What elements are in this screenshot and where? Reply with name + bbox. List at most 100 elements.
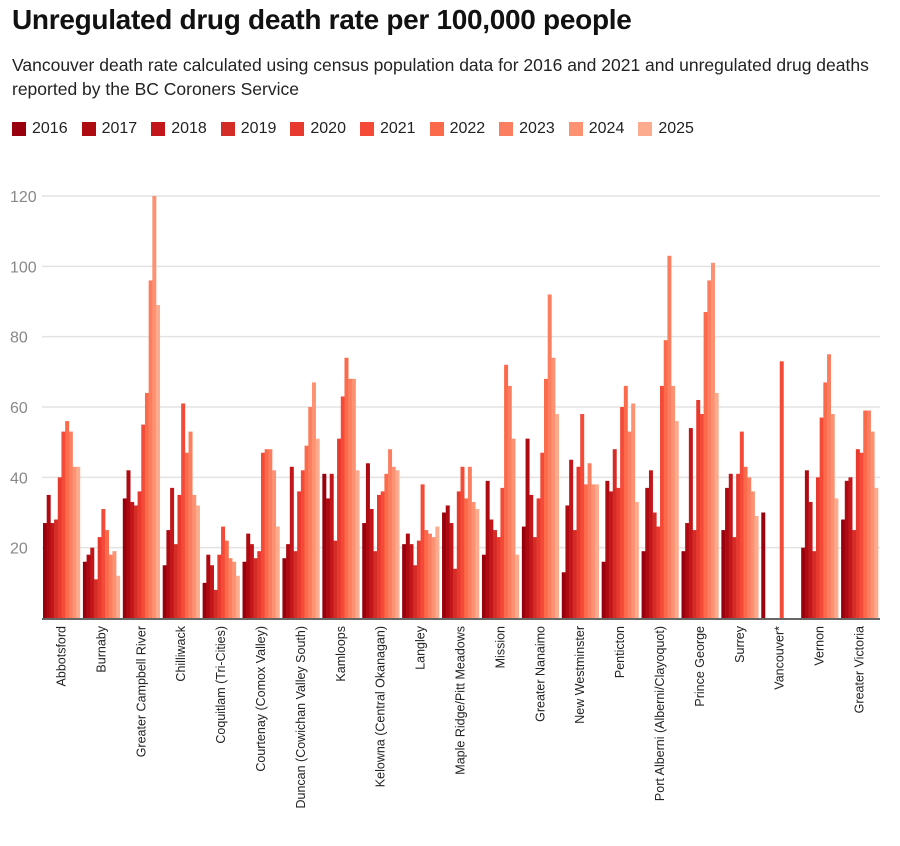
- x-tick-label: Langley: [414, 625, 428, 670]
- bar-2021: [181, 403, 186, 618]
- bar-2021: [739, 431, 744, 618]
- bar-2020: [815, 477, 820, 618]
- bar-2020: [177, 494, 182, 618]
- bar-2022: [743, 466, 748, 618]
- bar-2025: [235, 575, 240, 618]
- bar-2016: [82, 561, 87, 618]
- bar-2020: [137, 491, 142, 618]
- bar-2022: [184, 452, 189, 618]
- bar-2021: [141, 424, 146, 618]
- x-tick-label: Penticton: [613, 626, 627, 678]
- legend-swatch: [12, 122, 26, 136]
- legend-swatch: [429, 122, 444, 136]
- bar-2018: [409, 544, 414, 618]
- bar-2020: [496, 537, 501, 618]
- bar-2021: [61, 431, 66, 618]
- bar-2025: [515, 554, 520, 618]
- bar-2017: [485, 480, 490, 618]
- bar-2022: [863, 410, 868, 618]
- bar-2023: [348, 378, 353, 618]
- legend-label: 2017: [101, 120, 138, 137]
- bar-2017: [286, 544, 291, 618]
- bar-2017: [445, 505, 450, 618]
- bar-2023: [667, 255, 672, 619]
- bar-2016: [601, 561, 606, 618]
- bar-2023: [747, 477, 752, 618]
- bar-2016: [362, 523, 367, 618]
- bar-2017: [126, 470, 131, 618]
- bar-2016: [442, 512, 447, 618]
- x-tick-label: Burnaby: [94, 625, 108, 672]
- x-tick-label: Vernon: [813, 626, 827, 666]
- bar-2025: [674, 421, 679, 618]
- bar-2018: [249, 544, 254, 618]
- bar-2018: [489, 519, 494, 618]
- bar-2023: [68, 431, 73, 618]
- bar-2016: [282, 558, 287, 618]
- y-tick-label: 60: [10, 400, 28, 417]
- bar-2019: [812, 551, 817, 618]
- legend-swatch: [359, 122, 374, 136]
- legend-swatch: [220, 122, 235, 136]
- x-tick-label: Kelowna (Central Okanagan): [374, 626, 388, 787]
- legend-label: 2019: [240, 120, 277, 137]
- bar-2017: [405, 533, 410, 618]
- x-tick-label: Abbotsford: [54, 626, 68, 687]
- bar-2017: [86, 554, 91, 618]
- bar-2021: [460, 466, 465, 618]
- legend-item: 2023: [499, 120, 555, 138]
- bar-2023: [507, 385, 512, 618]
- bar-2019: [572, 530, 577, 618]
- x-tick-label: Kamloops: [334, 626, 348, 682]
- x-tick-label: Greater Nanaimo: [533, 626, 547, 722]
- x-tick-label: Prince George: [693, 626, 707, 707]
- bar-2025: [195, 505, 200, 618]
- bar-2022: [464, 498, 469, 618]
- bar-2021: [380, 491, 385, 618]
- bar-2023: [427, 533, 432, 618]
- legend-label: 2018: [171, 120, 207, 137]
- bar-2021: [340, 396, 345, 618]
- legend-item: 2020: [290, 120, 346, 138]
- bar-2024: [591, 484, 596, 618]
- bar-2016: [721, 530, 726, 618]
- bar-2021: [500, 487, 505, 618]
- x-tick-label: Chilliwack: [174, 625, 188, 681]
- bar-2022: [264, 449, 269, 618]
- bar-2025: [555, 414, 560, 618]
- bar-2024: [511, 438, 516, 618]
- bar-2023: [228, 558, 233, 618]
- bar-2024: [351, 378, 356, 618]
- bar-2016: [841, 519, 846, 618]
- bar-2017: [565, 505, 570, 618]
- bar-2024: [870, 431, 875, 618]
- bar-2019: [213, 589, 218, 618]
- bar-2023: [587, 463, 592, 618]
- bar-2018: [569, 459, 574, 618]
- bar-2016: [202, 582, 207, 618]
- bar-2016: [322, 473, 327, 618]
- bar-2016: [761, 512, 766, 618]
- bar-2019: [413, 565, 418, 618]
- bar-2022: [504, 364, 509, 618]
- bar-2018: [210, 565, 214, 618]
- bar-2023: [148, 280, 153, 618]
- bar-2022: [583, 484, 588, 618]
- legend-item: 2017: [81, 120, 138, 138]
- bar-2020: [377, 494, 381, 618]
- bar-2018: [529, 494, 534, 618]
- bar-2021: [260, 452, 265, 618]
- bar-2024: [631, 403, 636, 618]
- legend-swatch: [568, 122, 583, 136]
- bar-2021: [101, 508, 106, 618]
- bar-2023: [467, 466, 472, 618]
- bar-2021: [221, 526, 226, 618]
- bar-2019: [852, 530, 857, 618]
- bar-2023: [866, 410, 871, 618]
- bar-2018: [130, 501, 135, 618]
- y-tick-label: 120: [10, 189, 37, 206]
- bar-2023: [268, 449, 273, 618]
- bar-2022: [224, 540, 229, 618]
- legend-label: 2023: [519, 120, 555, 137]
